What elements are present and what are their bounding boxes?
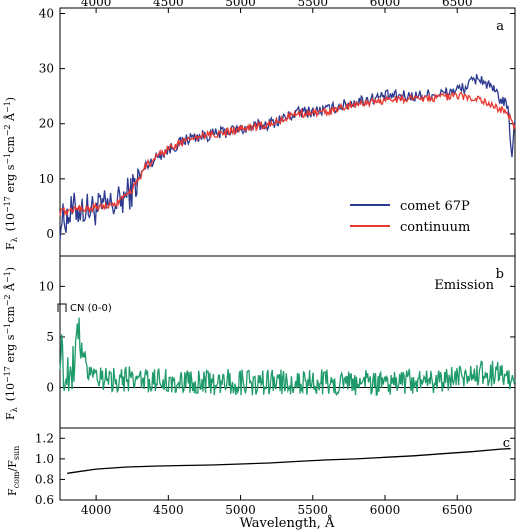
ylabel-b-main: F (4, 412, 17, 420)
cn-bracket-icon (57, 303, 67, 312)
x-tick-label: 6000 (370, 503, 401, 517)
ylabel-b-rest: (10 (4, 383, 17, 401)
panel-c-frame (59, 427, 516, 501)
ylabel-a-rest: (10 (4, 213, 17, 231)
x-tick-label: 5500 (298, 503, 329, 517)
ylabel-c-sub1: com (12, 471, 21, 488)
y-tick-label: 0 (46, 381, 54, 395)
ylabel-a-exp4: −1 (3, 101, 12, 113)
ylabel-b-exp3: −2 (3, 294, 12, 306)
y-tick-label: 1.2 (35, 431, 54, 445)
svg-text:Fλ(10−17 erg s−1cm−2 Å−1): Fλ(10−17 erg s−1cm−2 Å−1) (3, 267, 19, 420)
panel-b-ylabel: Fλ(10−17 erg s−1cm−2 Å−1) (3, 267, 19, 420)
x-tick-label-top: 4500 (153, 0, 184, 9)
y-tick-label: 0.8 (35, 472, 54, 486)
x-tick-label: 5000 (225, 503, 256, 517)
y-tick-label: 10 (39, 279, 54, 293)
ylabel-c-main: F (6, 488, 19, 496)
y-tick-label: 0.6 (35, 493, 54, 507)
panel-c-letter: c (503, 436, 510, 451)
ylabel-a-close: ) (4, 97, 17, 101)
ylabel-a-rest2: erg s (4, 164, 17, 196)
ylabel-b-exp1: −17 (3, 366, 12, 383)
x-tick-label: 4500 (153, 503, 184, 517)
panel-c-series (67, 447, 511, 474)
ylabel-a-rest3: cm (4, 136, 17, 153)
y-tick-label: 5 (46, 330, 54, 344)
y-tick-label: 40 (39, 7, 54, 21)
y-tick-label: 0 (46, 227, 54, 241)
y-tick-label: 20 (39, 117, 54, 131)
panel-c-ylabel: Fcom/Fsun (6, 446, 21, 496)
ylabel-a-exp1: −17 (3, 196, 12, 213)
panel-b-series (59, 317, 516, 397)
x-tick-label-top: 6500 (442, 0, 473, 9)
ylabel-a-exp3: −2 (3, 124, 12, 136)
y-tick-label: 30 (39, 62, 54, 76)
x-tick-label-top: 5500 (298, 0, 329, 9)
x-tick-label-top: 6000 (370, 0, 401, 9)
panel-c-x-ticks: 4000 4500 5000 5500 6000 6500 (81, 495, 473, 517)
ylabel-b-sub: λ (10, 407, 19, 412)
panel-a-series (59, 74, 516, 241)
panel-a: 4000 4500 5000 5500 6000 6500 0 10 20 30 40 a com… (3, 0, 516, 257)
ylabel-b-rest3: cm (4, 306, 17, 323)
x-tick-label-top: 4000 (81, 0, 112, 9)
panel-c: 0.60.81.01.2 4000 4500 5000 5500 6000 6500 c … (6, 427, 516, 531)
svg-text:Fcom/Fsun: Fcom/Fsun (6, 446, 21, 496)
panel-b-letter: b (496, 267, 504, 282)
ylabel-a-exp2: −1 (3, 153, 12, 165)
ylabel-c-sub2: sun (12, 446, 21, 460)
panel-a-top-x-ticks: 4000 4500 5000 5500 6000 6500 (81, 0, 473, 13)
ylabel-b-exp4: −1 (3, 271, 12, 283)
panel-a-legend: comet 67P continuum (350, 199, 470, 235)
svg-text:Fλ(10−17 erg s−1cm−2 Å−1): Fλ(10−17 erg s−1cm−2 Å−1) (3, 97, 19, 250)
legend-label-continuum: continuum (400, 220, 470, 235)
series-emission (59, 317, 516, 397)
panel-a-frame (59, 7, 516, 257)
y-tick-label: 1.0 (35, 452, 54, 466)
panel-a-ylabel: Fλ(10−17 erg s−1cm−2 Å−1) (3, 97, 19, 250)
x-tick-label-top: 5000 (225, 0, 256, 9)
panel-a-letter: a (496, 19, 504, 34)
series-ratio (67, 447, 511, 474)
ylabel-b-rest4: Å (3, 282, 17, 294)
ylabel-a-rest4: Å (3, 112, 17, 124)
x-axis-title: Wavelength, Å (240, 515, 335, 531)
ylabel-b-close: ) (4, 267, 17, 271)
series-continuum (59, 91, 516, 217)
ylabel-b-exp2: −1 (3, 323, 12, 335)
ylabel-c-mid: /F (6, 460, 19, 472)
x-tick-label: 6500 (442, 503, 473, 517)
cn-annotation: CN (0-0) (70, 303, 112, 314)
ylabel-a-main: F (4, 242, 17, 250)
panel-c-y-ticks: 0.6 0.8 1.0 1.2 (35, 431, 515, 507)
y-tick-label: 10 (39, 172, 54, 186)
ylabel-b-rest2: erg s (4, 334, 17, 366)
x-tick-label: 4000 (81, 503, 112, 517)
ylabel-a-sub: λ (10, 237, 19, 242)
panel-b-title: Emission (434, 278, 494, 293)
legend-label-comet: comet 67P (400, 199, 470, 214)
